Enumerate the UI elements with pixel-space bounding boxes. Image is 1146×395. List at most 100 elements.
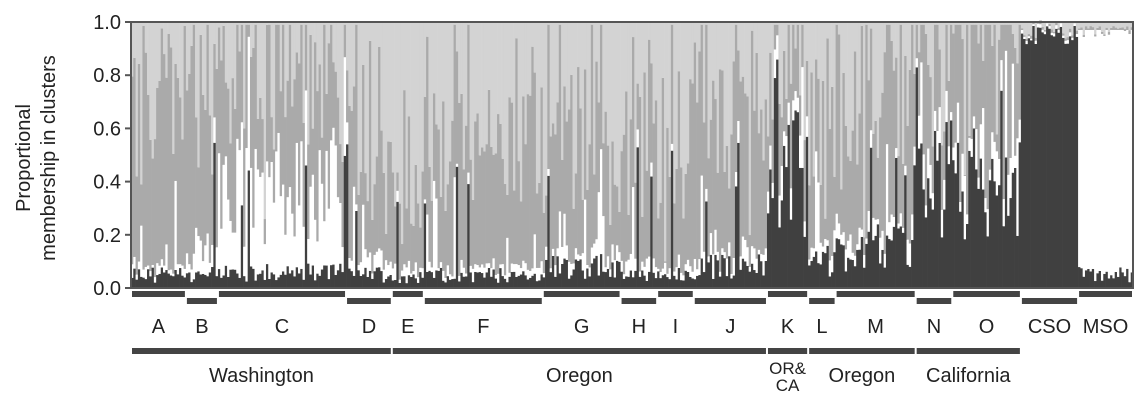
bar-segment-light (1082, 22, 1086, 36)
bar-segment-dark (1048, 28, 1051, 288)
bar-segment-light (1112, 22, 1116, 27)
bar-segment-dark (137, 269, 141, 288)
bar-segment-mid (524, 144, 528, 264)
bar-segment-white (233, 232, 237, 270)
bar-segment-white (432, 180, 436, 278)
bar-segment-mid (936, 24, 939, 132)
bar-segment-mid (1100, 31, 1104, 34)
bar-segment-mid (515, 38, 518, 265)
bar-segment-dark (535, 281, 539, 288)
bar-segment-dark (794, 110, 798, 289)
bar-segment-mid (1121, 27, 1125, 30)
bar-segment-mid (911, 24, 914, 215)
bar-segment-dark (190, 282, 194, 288)
bar-segment-white (252, 227, 255, 269)
bar-segment-white (1034, 40, 1038, 44)
bar-segment-light (394, 22, 397, 207)
bar-segment-mid (929, 77, 933, 165)
bar-segment-white (492, 258, 496, 270)
bar-segment-light (1087, 22, 1090, 29)
bar-segment-light (151, 22, 155, 159)
bar-segment-mid (590, 24, 594, 248)
bar-segment-mid (835, 24, 839, 214)
bar-segment-white (217, 153, 221, 270)
bar-segment-mid (776, 24, 779, 36)
bar-segment-light (920, 22, 923, 25)
bar-segment-dark (940, 237, 944, 288)
bar-segment-light (1084, 22, 1088, 27)
bar-segment-mid (275, 24, 278, 152)
bar-segment-light (998, 22, 1001, 40)
bar-segment-light (320, 22, 324, 138)
bar-segment-dark (249, 266, 253, 288)
bar-segment-white (341, 247, 345, 273)
bar-segment-light (135, 22, 139, 177)
bar-segment-light (725, 22, 729, 146)
bar-segment-dark (176, 274, 180, 288)
bar-segment-light (956, 22, 960, 25)
bar-segment-mid (1025, 39, 1029, 42)
bar-segment-dark (677, 267, 681, 288)
bar-segment-light (817, 22, 820, 79)
bar-segment-dark (1121, 272, 1125, 288)
bar-segment-mid (920, 24, 923, 63)
bar-segment-white (908, 243, 912, 267)
bar-segment-white (455, 163, 459, 167)
bar-segment-light (677, 22, 681, 72)
bar-segment-dark (551, 255, 555, 288)
bar-segment-white (481, 264, 484, 274)
bar-segment-mid (549, 136, 553, 269)
bar-segment-light (819, 22, 823, 185)
bar-segment-white (325, 150, 329, 266)
bar-segment-light (860, 22, 864, 26)
bar-segment-mid (1011, 33, 1015, 64)
bar-segment-white (785, 136, 788, 168)
bar-segment-dark (133, 268, 136, 288)
bar-segment-dark (298, 273, 301, 288)
bar-segment-dark (670, 150, 674, 288)
bar-segment-dark (801, 167, 804, 288)
bar-segment-mid (458, 102, 461, 276)
bar-segment-dark (485, 272, 489, 288)
bar-segment-dark (728, 256, 731, 288)
bar-segment-mid (300, 24, 303, 142)
bar-segment-light (446, 22, 450, 185)
bar-segment-light (281, 22, 285, 25)
bar-segment-light (277, 22, 281, 25)
bar-segment-mid (691, 83, 695, 272)
bar-segment-light (650, 22, 653, 64)
bar-segment-dark (1041, 32, 1045, 288)
bar-segment-mid (389, 141, 393, 262)
bar-segment-light (147, 22, 150, 95)
bar-segment-light (737, 22, 740, 51)
bar-segment-dark (400, 276, 404, 288)
bar-segment-mid (949, 24, 953, 113)
bar-segment-mid (892, 70, 896, 217)
bar-segment-dark (391, 280, 395, 288)
bar-segment-dark (153, 282, 157, 288)
bar-segment-white (515, 264, 518, 277)
bar-segment-white (311, 174, 315, 266)
bar-segment-light (696, 22, 699, 103)
bar-segment-dark (1116, 276, 1120, 288)
bar-segment-mid (281, 24, 285, 185)
bar-segment-white (307, 239, 310, 264)
bar-segment-white (499, 264, 502, 269)
bar-segment-light (984, 22, 987, 25)
bar-segment-white (844, 249, 848, 272)
bar-segment-light (501, 22, 505, 159)
group-label: O (979, 316, 995, 338)
bar-segment-dark (755, 272, 759, 288)
bar-segment-white (817, 182, 820, 264)
bar-segment-mid (570, 74, 573, 264)
bar-segment-mid (352, 86, 356, 187)
bar-segment-mid (602, 143, 605, 217)
bar-segment-light (293, 22, 297, 80)
bar-segment-mid (211, 174, 214, 245)
bar-segment-white (968, 137, 971, 151)
bar-segment-white (876, 219, 880, 225)
bar-segment-white (970, 138, 974, 157)
bar-segment-light (526, 22, 530, 95)
bar-segment-white (984, 198, 987, 213)
bar-segment-white (869, 130, 873, 148)
